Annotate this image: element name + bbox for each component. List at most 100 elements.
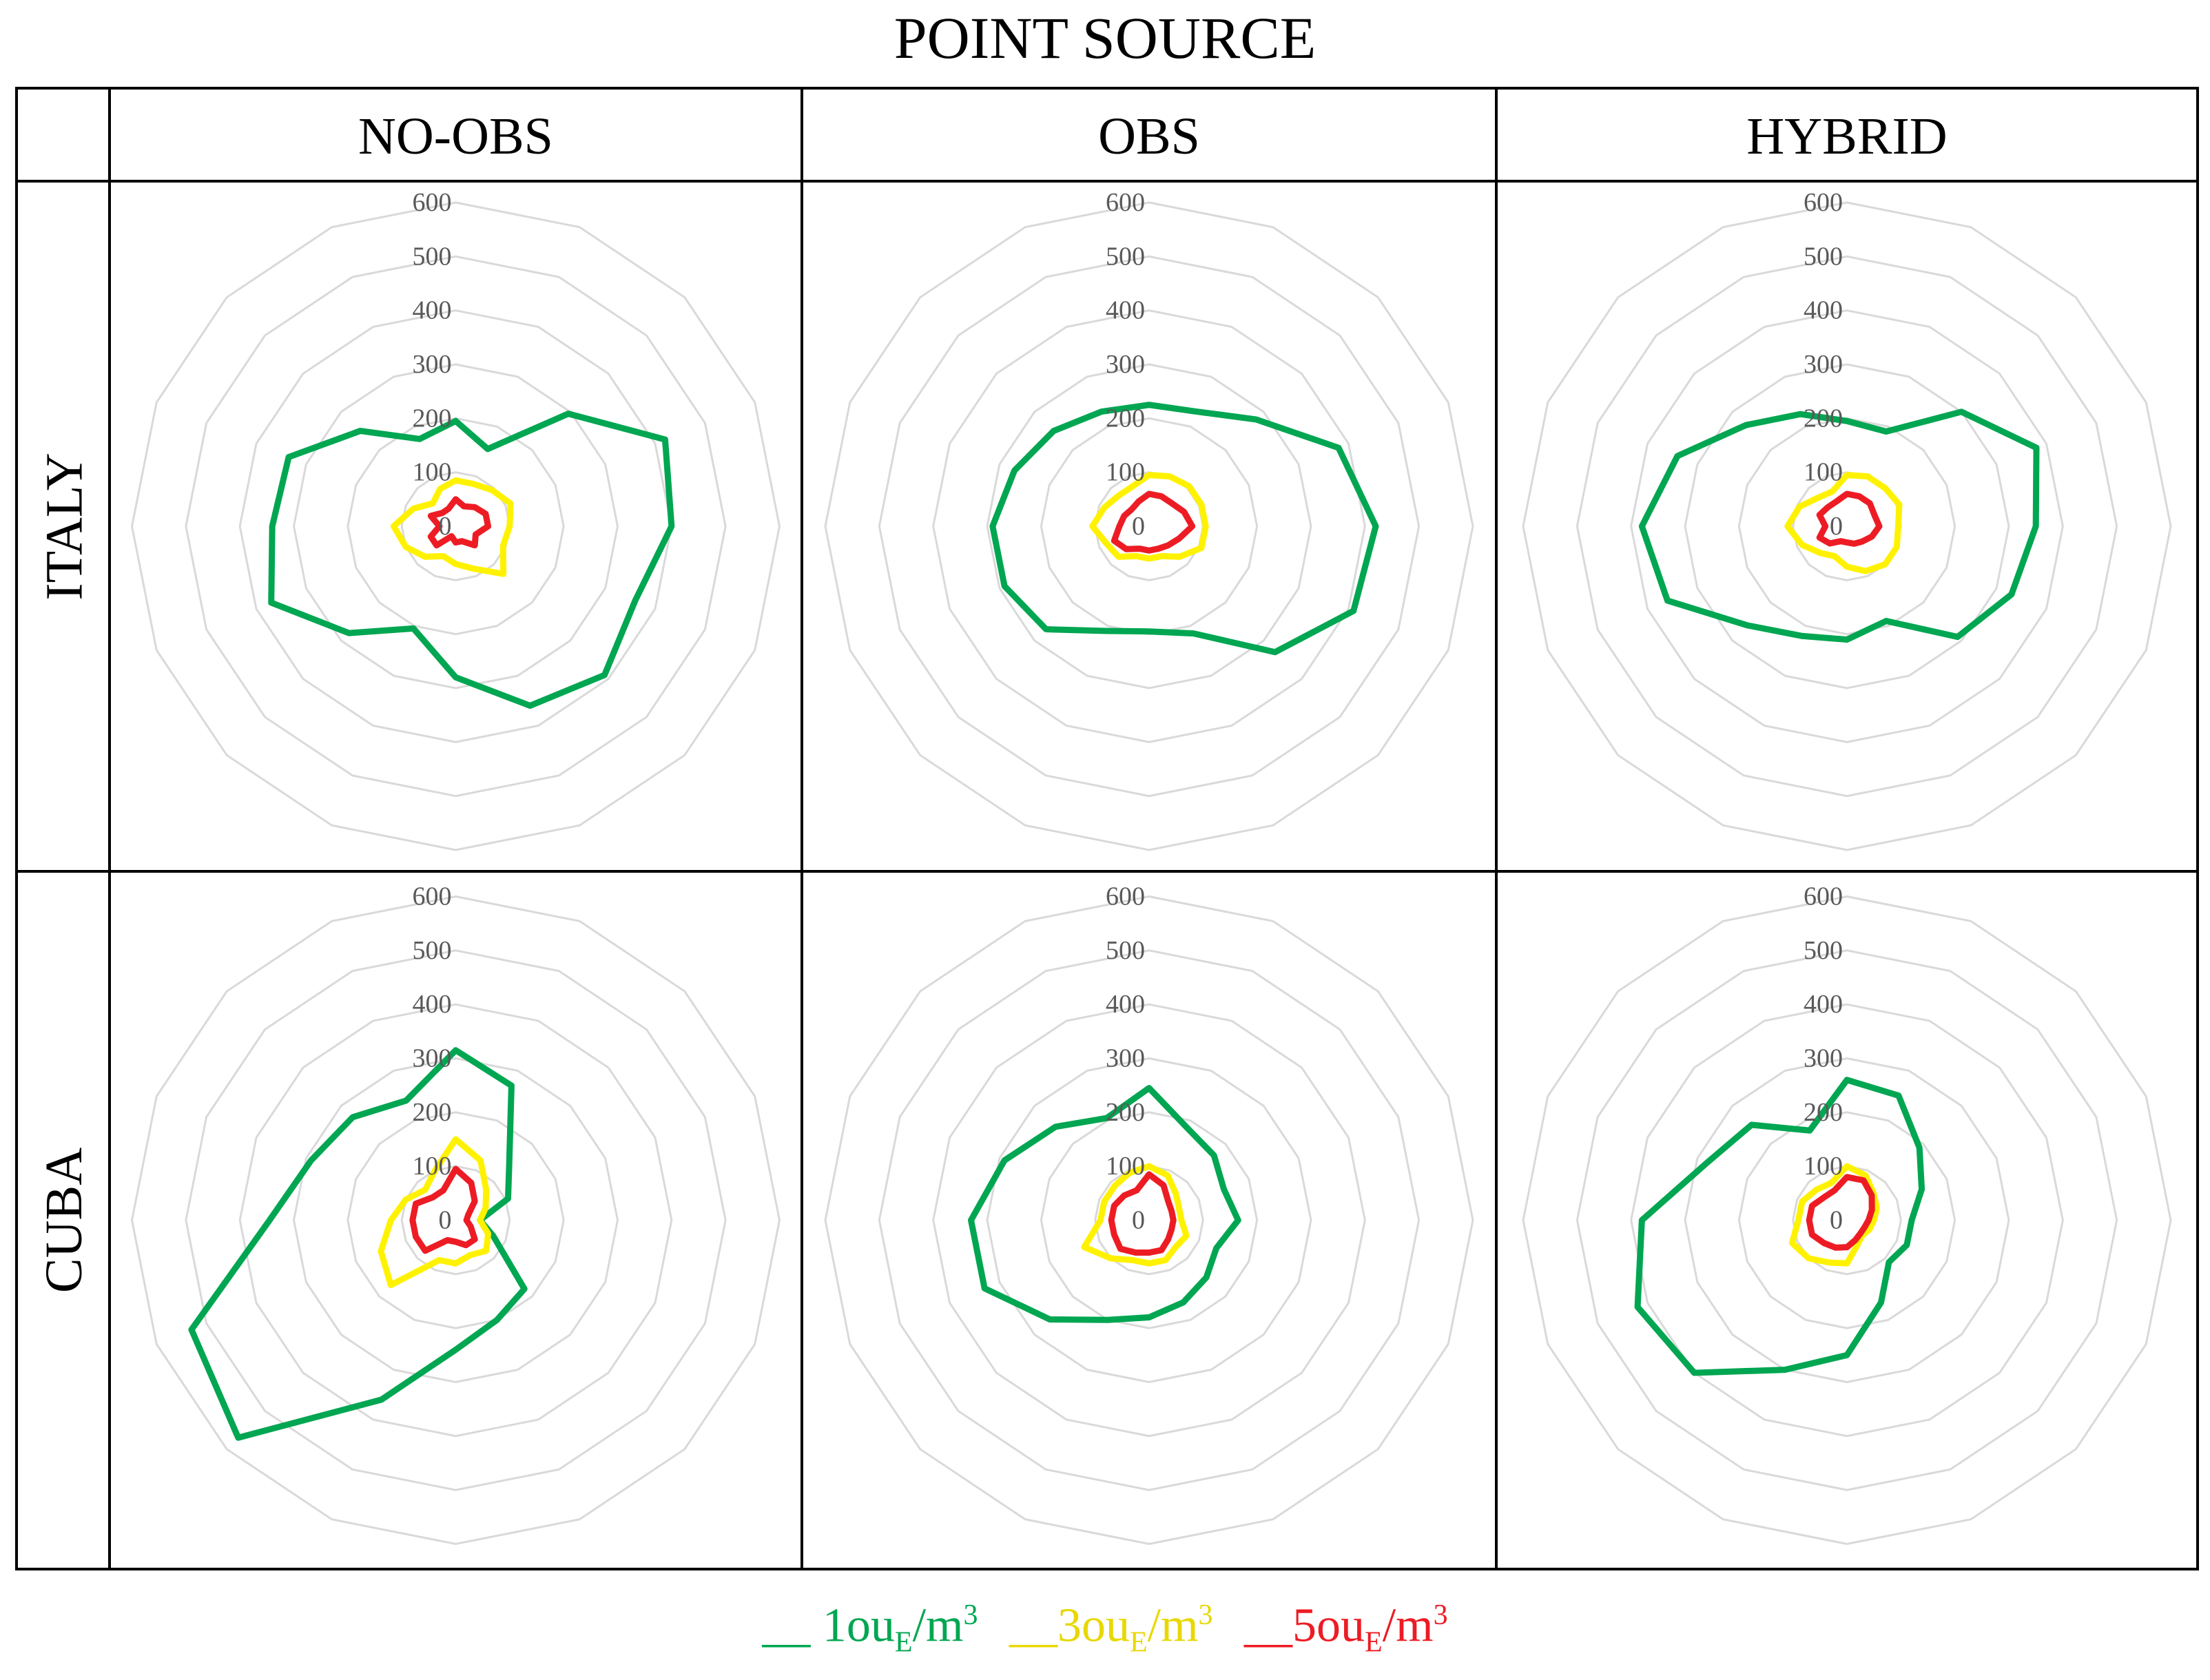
tick-label-0: 0 — [439, 1206, 452, 1235]
legend-unit-5ou: /m — [1382, 1599, 1434, 1652]
tick-label-100: 100 — [1804, 1152, 1843, 1181]
tick-label-400: 400 — [413, 990, 452, 1019]
series-line-5ou — [1806, 1174, 1875, 1251]
tick-label-300: 300 — [1106, 350, 1145, 379]
tick-label-600: 600 — [1106, 882, 1145, 911]
grid-ring-200 — [1737, 417, 1956, 636]
series-line-5ou — [1816, 490, 1883, 547]
grid-ring-500 — [1576, 949, 2118, 1491]
grid-ring-100 — [1792, 1165, 1902, 1276]
tick-label-500: 500 — [1106, 242, 1145, 271]
tick-label-300: 300 — [1804, 350, 1843, 379]
tick-label-200: 200 — [413, 1098, 452, 1127]
radar-chart-cuba-hybrid: 0 100 200 300 400 500 600 — [1522, 882, 2172, 1546]
legend-swatch-3ou: __ — [1009, 1599, 1057, 1652]
grid-ring-300 — [1684, 363, 2010, 689]
column-header-no-obs: NO-OBS — [358, 107, 553, 165]
series-line-1ou — [268, 411, 675, 709]
grid-ring-300 — [1684, 1057, 2010, 1384]
panel-italy-hybrid: 0 100 200 300 400 500 600 — [1498, 183, 2196, 870]
tick-label-100: 100 — [413, 1152, 452, 1181]
grid-ring-500 — [878, 949, 1421, 1491]
legend-label-1ou: 1ou — [822, 1599, 895, 1652]
series-line-1ou — [1634, 1077, 1925, 1376]
row-divider — [18, 870, 2196, 873]
legend-item-5ou: __5ouE/m3 — [1244, 1577, 1448, 1680]
grid-ring-500 — [878, 255, 1421, 798]
tick-label-300: 300 — [413, 350, 452, 379]
tick-label-0: 0 — [1132, 1206, 1145, 1235]
series-line-1ou — [989, 402, 1379, 656]
tick-label-400: 400 — [413, 296, 452, 325]
tick-label-100: 100 — [1804, 458, 1843, 487]
panel-cuba-no-obs: 0 100 200 300 400 500 600 — [111, 873, 801, 1568]
tick-label-300: 300 — [1804, 1044, 1843, 1073]
grid-ring-600 — [824, 895, 1474, 1546]
column-divider-1 — [801, 90, 803, 1568]
legend-label-3ou: 3ou — [1057, 1599, 1130, 1652]
series-line-3ou — [378, 1136, 492, 1289]
row-label-divider — [108, 90, 111, 1568]
tick-label-500: 500 — [1804, 936, 1843, 965]
legend-sup-5ou: 3 — [1433, 1599, 1448, 1631]
tick-label-0: 0 — [1132, 512, 1145, 541]
grid-ring-400 — [1630, 309, 2064, 743]
grid-ring-300 — [292, 1057, 619, 1384]
tick-label-400: 400 — [1804, 296, 1843, 325]
tick-label-500: 500 — [413, 242, 452, 271]
series-line-3ou — [1081, 1163, 1190, 1267]
tick-label-200: 200 — [1804, 1098, 1843, 1127]
grid-ring-600 — [1522, 895, 2172, 1546]
tick-label-100: 100 — [1106, 458, 1145, 487]
series-line-1ou — [968, 1085, 1241, 1323]
grid-ring-400 — [238, 1003, 673, 1438]
legend-sub-3ou: E — [1129, 1626, 1148, 1659]
series-line-1ou — [188, 1047, 528, 1441]
grid-ring-300 — [986, 363, 1312, 689]
legend-item-3ou: __3ouE/m3 — [1009, 1577, 1213, 1680]
legend-sub-5ou: E — [1365, 1626, 1383, 1659]
radar-chart-italy-no-obs: 0 100 200 300 400 500 600 — [130, 188, 781, 851]
grid-ring-500 — [1576, 255, 2118, 798]
tick-label-600: 600 — [1804, 882, 1843, 911]
series-line-3ou — [1788, 1163, 1880, 1267]
series-line-5ou — [427, 496, 491, 549]
series-line-3ou — [1784, 472, 1903, 574]
series-line-3ou — [1089, 472, 1209, 562]
tick-label-0: 0 — [439, 512, 452, 541]
legend-unit-3ou: /m — [1147, 1599, 1199, 1652]
legend-unit-1ou: /m — [912, 1599, 964, 1652]
panel-cuba-hybrid: 0 100 200 300 400 500 600 — [1498, 873, 2196, 1568]
panel-italy-obs: 0 100 200 300 400 500 600 — [803, 183, 1495, 870]
panel-cuba-obs: 0 100 200 300 400 500 600 — [803, 873, 1495, 1568]
tick-label-400: 400 — [1106, 296, 1145, 325]
legend-swatch-5ou: __ — [1244, 1599, 1293, 1652]
tick-label-200: 200 — [1106, 1098, 1145, 1127]
tick-label-0: 0 — [1830, 512, 1843, 541]
tick-label-400: 400 — [1804, 990, 1843, 1019]
tick-label-200: 200 — [1804, 404, 1843, 433]
legend: __ 1ouE/m3 __3ouE/m3 __5ouE/m3 — [0, 1577, 2210, 1658]
grid-ring-200 — [1040, 417, 1259, 636]
tick-label-200: 200 — [413, 404, 452, 433]
grid-ring-100 — [1094, 1165, 1204, 1276]
series-line-1ou — [1638, 408, 2040, 643]
tick-label-100: 100 — [1106, 1152, 1145, 1181]
radar-chart-cuba-obs: 0 100 200 300 400 500 600 — [824, 882, 1474, 1546]
row-header-cuba: CUBA — [18, 873, 112, 1568]
tick-label-600: 600 — [413, 882, 452, 911]
row-label-cuba: CUBA — [35, 1147, 94, 1294]
grid-ring-200 — [347, 1111, 565, 1329]
tick-label-0: 0 — [1830, 1206, 1843, 1235]
column-header-obs: OBS — [1098, 107, 1200, 165]
tick-label-300: 300 — [1106, 1044, 1145, 1073]
tick-label-500: 500 — [1106, 936, 1145, 965]
grid-ring-600 — [824, 201, 1474, 851]
tick-label-300: 300 — [413, 1044, 452, 1073]
tick-label-200: 200 — [1106, 404, 1145, 433]
tick-label-400: 400 — [1106, 990, 1145, 1019]
figure-title: POINT SOURCE — [894, 5, 1316, 71]
radar-chart-cuba-no-obs: 0 100 200 300 400 500 600 — [130, 882, 781, 1546]
tick-label-500: 500 — [413, 936, 452, 965]
series-line-3ou — [390, 477, 514, 577]
